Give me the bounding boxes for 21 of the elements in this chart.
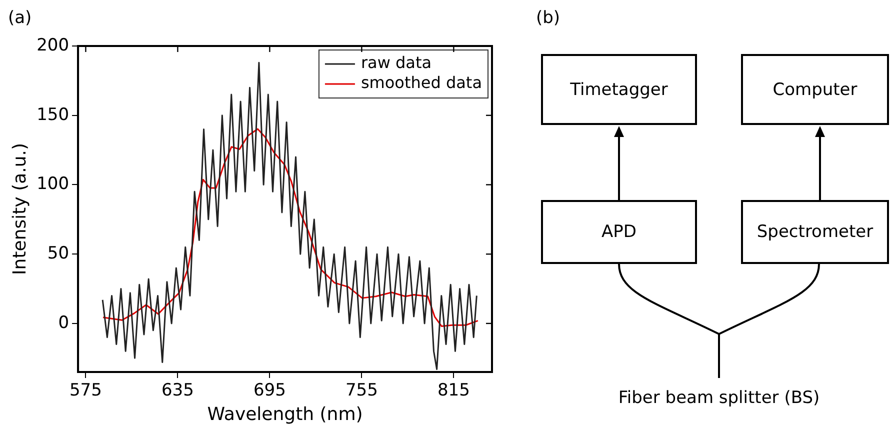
text: APD (602, 222, 636, 242)
text: Timetagger (570, 80, 668, 100)
legend-label: smoothed data (360, 73, 482, 92)
text: Fiber beam splitter (BS) (618, 388, 820, 408)
x-tick-label: 755 (345, 380, 378, 401)
text: Computer (772, 80, 858, 100)
x-tick-label: 575 (69, 380, 102, 401)
text: Spectrometer (756, 222, 874, 242)
y-tick-label: 50 (47, 244, 70, 264)
y-tick-label: 200 (36, 35, 70, 56)
y-tick-label: 100 (36, 174, 70, 194)
x-tick-label: 695 (253, 380, 286, 401)
y-tick-label: 0 (58, 312, 70, 333)
text: (b) (536, 8, 560, 28)
x-tick-label: 635 (161, 380, 194, 401)
y-axis-title: Intensity (a.u.) (9, 143, 30, 275)
x-axis-title: Wavelength (nm) (207, 404, 363, 425)
chart-title: (a) (8, 8, 32, 28)
legend-label: raw data (360, 53, 432, 72)
x-tick-label: 815 (437, 380, 470, 401)
y-tick-label: 150 (36, 104, 70, 125)
